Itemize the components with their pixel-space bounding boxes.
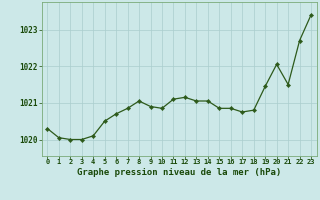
X-axis label: Graphe pression niveau de la mer (hPa): Graphe pression niveau de la mer (hPa) bbox=[77, 168, 281, 177]
